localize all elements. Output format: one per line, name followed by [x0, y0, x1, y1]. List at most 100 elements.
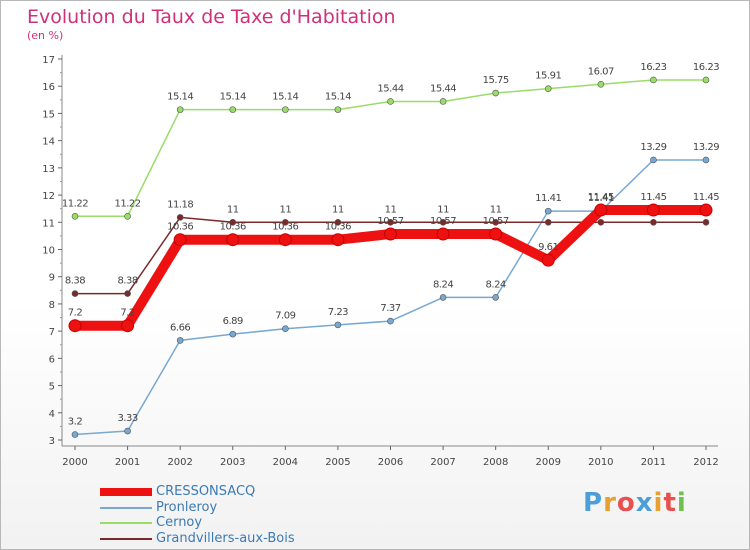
data-point	[124, 290, 131, 297]
x-tick-label: 2009	[536, 457, 561, 468]
data-label: 13.29	[693, 142, 719, 153]
data-point	[282, 325, 289, 332]
data-point	[702, 218, 710, 226]
data-point	[176, 337, 184, 344]
logo-letter: i	[653, 488, 664, 518]
y-tick-label: 7	[49, 327, 55, 338]
data-point	[334, 106, 342, 113]
data-point	[282, 218, 289, 226]
data-point	[331, 233, 345, 247]
data-label: 8.38	[117, 276, 137, 287]
logo-letter: r	[603, 488, 617, 518]
data-point	[439, 218, 447, 226]
legend-label: Pronleroy	[156, 500, 218, 515]
data-point	[541, 253, 555, 267]
legend-label: CRESSONSACQ	[156, 484, 256, 499]
data-label: 11.22	[115, 198, 141, 209]
y-tick-label: 4	[49, 409, 55, 420]
x-tick-label: 2005	[325, 457, 350, 468]
data-label: 6.66	[170, 322, 190, 333]
logo-letter: P	[583, 488, 604, 518]
data-point	[702, 76, 710, 84]
y-tick-label: 5	[49, 382, 55, 393]
y-tick-label: 17	[42, 55, 55, 66]
data-point	[489, 227, 503, 241]
y-tick-label: 14	[42, 137, 55, 148]
data-point	[597, 218, 605, 226]
data-label: 15.14	[272, 92, 298, 103]
legend-swatch	[100, 488, 152, 496]
data-label: 15.44	[377, 83, 403, 94]
data-label: 11	[385, 204, 397, 215]
data-point	[387, 317, 394, 325]
data-point	[387, 218, 394, 226]
data-point	[334, 218, 342, 226]
x-tick-label: 2003	[220, 457, 245, 468]
data-point	[124, 212, 131, 220]
data-label: 16.23	[640, 62, 666, 73]
x-tick-label: 2002	[167, 457, 192, 468]
data-label: 11.45	[640, 192, 666, 203]
data-point	[544, 207, 552, 215]
y-tick-label: 6	[49, 354, 55, 365]
data-point	[650, 76, 657, 84]
data-label: 15.14	[167, 92, 193, 103]
data-point	[334, 321, 342, 329]
data-label: 8.24	[433, 279, 453, 290]
data-label: 7.2	[120, 308, 135, 319]
data-label: 15.14	[325, 92, 351, 103]
data-point	[71, 290, 79, 297]
data-point	[71, 431, 79, 438]
series-points	[68, 76, 713, 438]
data-point	[439, 98, 447, 105]
data-label: 10.36	[325, 222, 351, 233]
data-point	[439, 294, 447, 301]
legend-swatch	[100, 538, 152, 540]
data-label: 15.91	[535, 71, 561, 82]
data-label: 9.61	[538, 242, 558, 253]
data-label: 11	[227, 204, 239, 215]
data-point	[544, 85, 552, 92]
data-point	[646, 203, 660, 217]
data-label: 11.18	[167, 199, 193, 210]
data-label: 8.24	[486, 279, 506, 290]
data-point	[650, 218, 657, 226]
y-tick-label: 16	[42, 82, 55, 93]
data-label: 15.44	[430, 83, 456, 94]
data-label: 7.37	[380, 303, 400, 314]
data-label: 6.89	[223, 316, 243, 327]
data-point	[597, 81, 605, 88]
data-label: 10.36	[167, 222, 193, 233]
data-point	[594, 203, 608, 217]
data-label: 8.38	[65, 276, 85, 287]
y-tick-label: 15	[42, 109, 55, 120]
logo-letter: x	[635, 488, 654, 518]
y-tick-label: 3	[49, 436, 55, 447]
data-point	[68, 319, 82, 333]
logo-letter: o	[616, 488, 636, 518]
data-point	[699, 203, 713, 217]
y-axis-unit: (en %)	[27, 29, 64, 42]
data-point	[173, 233, 187, 247]
data-point	[650, 156, 657, 164]
x-tick-label: 2011	[641, 457, 666, 468]
x-tick-label: 2004	[273, 457, 298, 468]
data-label: 7.23	[328, 307, 348, 318]
y-tick-label: 9	[49, 273, 55, 284]
data-point	[544, 218, 552, 226]
data-label: 11.41	[588, 193, 614, 204]
legend-swatch	[100, 522, 152, 524]
data-label: 16.23	[693, 62, 719, 73]
data-label: 3.2	[68, 417, 83, 428]
data-label: 10.36	[272, 222, 298, 233]
data-label: 16.07	[588, 66, 614, 77]
data-point	[71, 212, 79, 220]
data-label: 11	[490, 204, 502, 215]
series-lines	[70, 79, 711, 436]
data-point	[492, 218, 499, 226]
data-point	[278, 233, 292, 247]
data-point	[176, 106, 184, 113]
logo-letter: t	[663, 488, 677, 518]
y-tick-label: 11	[42, 218, 55, 229]
x-tick-label: 2008	[483, 457, 508, 468]
